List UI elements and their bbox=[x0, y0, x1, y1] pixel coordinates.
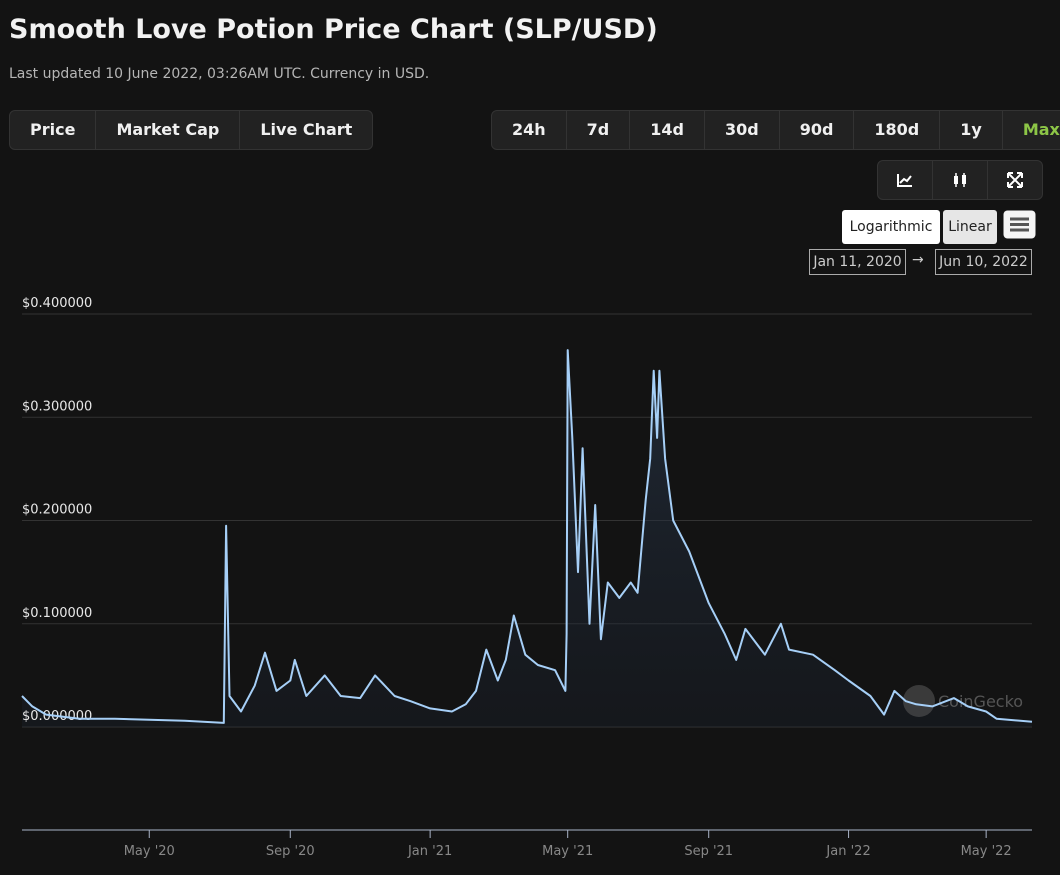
x-tick-label: Sep '20 bbox=[266, 844, 315, 859]
range-button[interactable]: 14d bbox=[630, 111, 705, 149]
x-tick-label: May '22 bbox=[961, 844, 1012, 859]
x-tick-label: Jan '21 bbox=[407, 844, 452, 859]
range-button[interactable]: 24h bbox=[492, 111, 567, 149]
tab-button[interactable]: Market Cap bbox=[96, 111, 241, 149]
menu-button[interactable] bbox=[1003, 210, 1036, 239]
range-group: 24h 7d 14d 30d 90d 180d 1y Max bbox=[491, 110, 1060, 150]
candle-chart-button[interactable] bbox=[933, 161, 988, 199]
y-tick-label: $0.300000 bbox=[22, 399, 92, 414]
x-tick-label: May '20 bbox=[124, 844, 175, 859]
range-button[interactable]: 90d bbox=[780, 111, 855, 149]
x-tick-label: Sep '21 bbox=[684, 844, 733, 859]
subtitle: Last updated 10 June 2022, 03:26AM UTC. … bbox=[9, 66, 430, 82]
y-tick-label: $0.200000 bbox=[22, 503, 92, 518]
price-line bbox=[21, 349, 1033, 724]
range-button[interactable]: 1y bbox=[940, 111, 1003, 149]
line-chart-button[interactable] bbox=[878, 161, 933, 199]
line-icon bbox=[897, 174, 912, 187]
page-title: Smooth Love Potion Price Chart (SLP/USD) bbox=[9, 14, 658, 45]
fullscreen-icon bbox=[1007, 172, 1023, 188]
x-tick-label: May '21 bbox=[542, 844, 593, 859]
chart-type-group bbox=[877, 160, 1043, 200]
range-button[interactable]: Max bbox=[1022, 120, 1060, 139]
tab-button[interactable]: Live Chart bbox=[260, 120, 353, 139]
y-tick-label: $0.100000 bbox=[22, 606, 92, 621]
watermark-text: CoinGecko bbox=[938, 692, 1023, 711]
tab-button[interactable]: Price bbox=[10, 111, 97, 149]
y-tick-label: $0.400000 bbox=[22, 296, 92, 311]
log-button[interactable]: Logarithmic bbox=[842, 210, 940, 244]
x-tick-label: Jan '22 bbox=[825, 844, 870, 859]
range-button[interactable]: 30d bbox=[705, 111, 780, 149]
linear-button[interactable]: Linear bbox=[943, 210, 997, 244]
date-arrow: → bbox=[912, 252, 924, 268]
tab-group: Price Market Cap Live Chart bbox=[9, 110, 374, 150]
date-to[interactable]: Jun 10, 2022 bbox=[935, 249, 1032, 275]
date-from[interactable]: Jan 11, 2020 bbox=[809, 249, 906, 275]
range-button[interactable]: 7d bbox=[567, 111, 631, 149]
candle-icon bbox=[954, 173, 966, 187]
price-area bbox=[22, 350, 1032, 727]
watermark: CoinGecko bbox=[903, 685, 1023, 717]
range-button[interactable]: 180d bbox=[854, 111, 941, 149]
fullscreen-button[interactable] bbox=[988, 161, 1042, 199]
